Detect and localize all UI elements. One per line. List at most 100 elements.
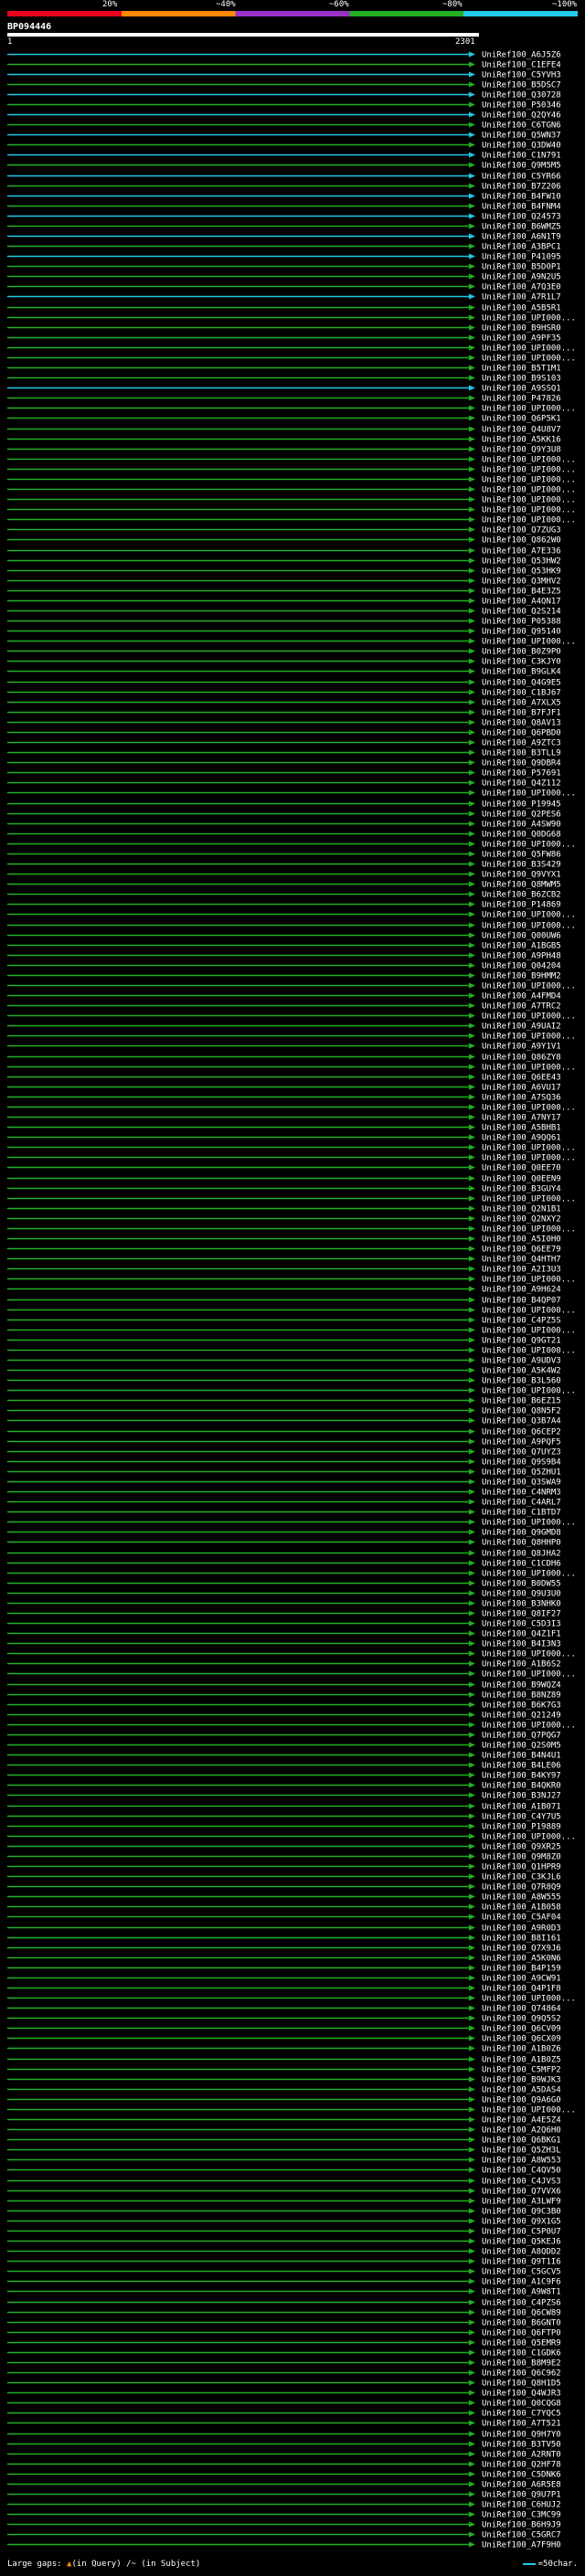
hit-label[interactable]: UniRef100_B4LE06 bbox=[482, 1762, 561, 1771]
hit-label[interactable]: UniRef100_Q8AV13 bbox=[482, 719, 561, 728]
hit-label[interactable]: UniRef100_A1B0Z5 bbox=[482, 2056, 561, 2065]
hit-label[interactable]: UniRef100_A9N2U5 bbox=[482, 273, 561, 282]
hit-label[interactable]: UniRef100_A5BHB1 bbox=[482, 1124, 561, 1133]
hit-label[interactable]: UniRef100_C4NRM3 bbox=[482, 1489, 561, 1498]
hit-label[interactable]: UniRef100_Q8MWM5 bbox=[482, 881, 561, 890]
hit-label[interactable]: UniRef100_Q3SWA9 bbox=[482, 1479, 561, 1488]
hit-label[interactable]: UniRef100_A1B058 bbox=[482, 1903, 561, 1913]
hit-label[interactable]: UniRef100_UPI000... bbox=[482, 1307, 576, 1316]
hit-label[interactable]: UniRef100_Q7ZUG3 bbox=[482, 526, 561, 535]
hit-label[interactable]: UniRef100_A1B6S2 bbox=[482, 1660, 561, 1670]
hit-label[interactable]: UniRef100_A1BGB5 bbox=[482, 942, 561, 951]
hit-label[interactable]: UniRef100_Q9GT21 bbox=[482, 1337, 561, 1346]
hit-label[interactable]: UniRef100_A7XLX5 bbox=[482, 699, 561, 708]
hit-label[interactable]: UniRef100_B7FJF1 bbox=[482, 709, 561, 718]
hit-label[interactable]: UniRef100_C3KJY0 bbox=[482, 658, 561, 667]
hit-label[interactable]: UniRef100_Q9H7Y0 bbox=[482, 2431, 561, 2440]
hit-label[interactable]: UniRef100_UPI000... bbox=[482, 486, 576, 495]
hit-label[interactable]: UniRef100_Q9M5M5 bbox=[482, 162, 561, 171]
hit-label[interactable]: UniRef100_Q4Z1F1 bbox=[482, 1630, 561, 1639]
hit-label[interactable]: UniRef100_A2I3U3 bbox=[482, 1266, 561, 1275]
hit-label[interactable]: UniRef100_Q7VVX6 bbox=[482, 2188, 561, 2197]
hit-label[interactable]: UniRef100_B6H9J9 bbox=[482, 2521, 561, 2530]
hit-label[interactable]: UniRef100_UPI000... bbox=[482, 2106, 576, 2115]
hit-label[interactable]: UniRef100_Q8HHP0 bbox=[482, 1539, 561, 1548]
hit-label[interactable]: UniRef100_Q6CEP2 bbox=[482, 1428, 561, 1437]
hit-label[interactable]: UniRef100_A9UDV3 bbox=[482, 1357, 561, 1366]
hit-label[interactable]: UniRef100_Q5WN37 bbox=[482, 132, 561, 141]
hit-label[interactable]: UniRef100_Q3DW40 bbox=[482, 142, 561, 151]
hit-label[interactable]: UniRef100_C4Y7U5 bbox=[482, 1813, 561, 1822]
hit-label[interactable]: UniRef100_A9PQF5 bbox=[482, 1438, 561, 1447]
hit-label[interactable]: UniRef100_Q8H1D5 bbox=[482, 2380, 561, 2389]
hit-label[interactable]: UniRef100_Q6EE79 bbox=[482, 1246, 561, 1255]
hit-label[interactable]: UniRef100_A5I0H0 bbox=[482, 1235, 561, 1245]
hit-label[interactable]: UniRef100_B3GUY4 bbox=[482, 1185, 561, 1194]
hit-label[interactable]: UniRef100_A3LWF9 bbox=[482, 2198, 561, 2207]
hit-label[interactable]: UniRef100_C4ARL7 bbox=[482, 1499, 561, 1508]
hit-label[interactable]: UniRef100_Q5ZH3L bbox=[482, 2147, 561, 2156]
hit-label[interactable]: UniRef100_B8M9E2 bbox=[482, 2359, 561, 2369]
hit-label[interactable]: UniRef100_Q6EE43 bbox=[482, 1074, 561, 1083]
hit-label[interactable]: UniRef100_P05388 bbox=[482, 618, 561, 627]
hit-label[interactable]: UniRef100_A9PH48 bbox=[482, 952, 561, 961]
hit-label[interactable]: UniRef100_P47826 bbox=[482, 395, 561, 404]
hit-label[interactable]: UniRef100_A1B0Z6 bbox=[482, 2045, 561, 2054]
hit-label[interactable]: UniRef100_B0DW55 bbox=[482, 1580, 561, 1589]
hit-label[interactable]: UniRef100_Q9A6G0 bbox=[482, 2096, 561, 2105]
hit-label[interactable]: UniRef100_C5YVH3 bbox=[482, 71, 561, 80]
hit-label[interactable]: UniRef100_Q2S0M5 bbox=[482, 1742, 561, 1751]
hit-label[interactable]: UniRef100_Q6CW89 bbox=[482, 2309, 561, 2318]
hit-label[interactable]: UniRef100_A6R5E8 bbox=[482, 2481, 561, 2490]
hit-label[interactable]: UniRef100_A5KK16 bbox=[482, 436, 561, 445]
hit-label[interactable]: UniRef100_Q9Q5S2 bbox=[482, 2015, 561, 2024]
hit-label[interactable]: UniRef100_UPI000... bbox=[482, 1650, 576, 1659]
hit-label[interactable]: UniRef100_UPI000... bbox=[482, 1276, 576, 1285]
hit-label[interactable]: UniRef100_C1EFE4 bbox=[482, 61, 561, 70]
hit-label[interactable]: UniRef100_B5T1M1 bbox=[482, 365, 561, 374]
hit-label[interactable]: UniRef100_A4SW90 bbox=[482, 821, 561, 830]
hit-label[interactable]: UniRef100_UPI000... bbox=[482, 1519, 576, 1528]
hit-label[interactable]: UniRef100_B9S103 bbox=[482, 375, 561, 384]
hit-label[interactable]: UniRef100_Q4WJR3 bbox=[482, 2390, 561, 2399]
hit-label[interactable]: UniRef100_B9WQZ4 bbox=[482, 1681, 561, 1691]
hit-label[interactable]: UniRef100_A7TRC2 bbox=[482, 1002, 561, 1012]
hit-label[interactable]: UniRef100_UPI000... bbox=[482, 1033, 576, 1042]
hit-label[interactable]: UniRef100_C3KJL6 bbox=[482, 1873, 561, 1882]
hit-label[interactable]: UniRef100_Q53HK9 bbox=[482, 567, 561, 577]
hit-label[interactable]: UniRef100_Q2HF78 bbox=[482, 2461, 561, 2470]
hit-label[interactable]: UniRef100_A8QDD2 bbox=[482, 2248, 561, 2257]
hit-label[interactable]: UniRef100_UPI000... bbox=[482, 476, 576, 485]
hit-label[interactable]: UniRef100_A7E336 bbox=[482, 547, 561, 557]
hit-label[interactable]: UniRef100_Q4HTH7 bbox=[482, 1256, 561, 1265]
hit-label[interactable]: UniRef100_B9GLK4 bbox=[482, 668, 561, 677]
hit-label[interactable]: UniRef100_Q2S214 bbox=[482, 608, 561, 617]
hit-label[interactable]: UniRef100_C6HUJ2 bbox=[482, 2501, 561, 2510]
hit-label[interactable]: UniRef100_A7Q3E0 bbox=[482, 283, 561, 292]
hit-label[interactable]: UniRef100_A7NY17 bbox=[482, 1114, 561, 1123]
hit-label[interactable]: UniRef100_A5B5R1 bbox=[482, 304, 561, 313]
hit-label[interactable]: UniRef100_C1N791 bbox=[482, 152, 561, 161]
hit-label[interactable]: UniRef100_Q2QY46 bbox=[482, 111, 561, 121]
hit-label[interactable]: UniRef100_B4QP07 bbox=[482, 1297, 561, 1306]
hit-label[interactable]: UniRef100_A9W8T1 bbox=[482, 2288, 561, 2297]
hit-label[interactable]: UniRef100_Q5FW86 bbox=[482, 851, 561, 860]
hit-label[interactable]: UniRef100_C3MC99 bbox=[482, 2511, 561, 2520]
hit-label[interactable]: UniRef100_B8NZ89 bbox=[482, 1691, 561, 1701]
hit-label[interactable]: UniRef100_UPI000... bbox=[482, 1995, 576, 2004]
hit-label[interactable]: UniRef100_Q3B7A4 bbox=[482, 1417, 561, 1426]
hit-label[interactable]: UniRef100_UPI000... bbox=[482, 911, 576, 920]
hit-label[interactable]: UniRef100_B6WMZ5 bbox=[482, 223, 561, 232]
hit-label[interactable]: UniRef100_Q24573 bbox=[482, 213, 561, 222]
hit-label[interactable]: UniRef100_A9Y1V1 bbox=[482, 1043, 561, 1052]
hit-label[interactable]: UniRef100_C4PZ5S bbox=[482, 1317, 561, 1326]
hit-label[interactable]: UniRef100_C4JVS3 bbox=[482, 2178, 561, 2187]
hit-label[interactable]: UniRef100_UPI000... bbox=[482, 1225, 576, 1235]
hit-label[interactable]: UniRef100_UPI000... bbox=[482, 506, 576, 515]
hit-label[interactable]: UniRef100_UPI000... bbox=[482, 1154, 576, 1163]
hit-label[interactable]: UniRef100_A4FMD4 bbox=[482, 992, 561, 1002]
hit-label[interactable]: UniRef100_C4PZS6 bbox=[482, 2299, 561, 2308]
hit-label[interactable]: UniRef100_Q6CV09 bbox=[482, 2025, 561, 2034]
hit-label[interactable]: UniRef100_B8I161 bbox=[482, 1935, 561, 1944]
hit-label[interactable]: UniRef100_UPI000... bbox=[482, 1670, 576, 1680]
